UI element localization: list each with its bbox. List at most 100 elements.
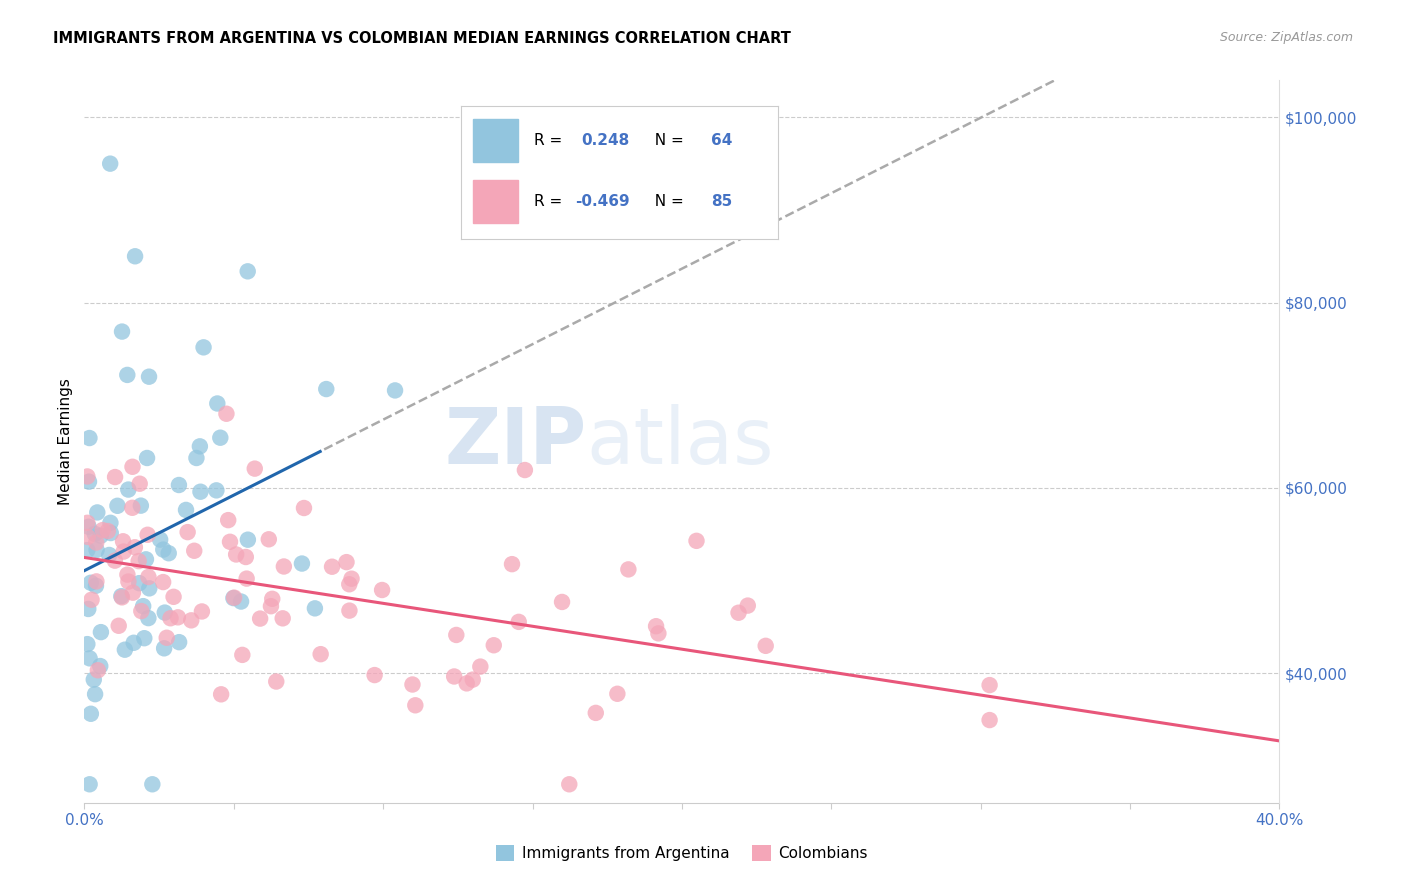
Point xyxy=(183,543,205,558)
Point xyxy=(257,533,280,547)
Point xyxy=(470,659,492,673)
Point xyxy=(77,602,100,616)
Point xyxy=(149,533,172,547)
Point xyxy=(76,543,98,558)
Point xyxy=(124,249,146,263)
Point xyxy=(335,555,357,569)
Point xyxy=(79,651,101,665)
Point xyxy=(128,476,150,491)
Point xyxy=(128,576,150,591)
Point xyxy=(97,524,120,538)
Point xyxy=(176,525,198,540)
Point xyxy=(755,639,778,653)
Point xyxy=(235,549,257,564)
Point xyxy=(77,520,100,534)
Point xyxy=(134,631,156,645)
Point xyxy=(98,548,121,562)
Point xyxy=(186,450,208,465)
Point xyxy=(107,619,129,633)
Point xyxy=(132,599,155,614)
Point xyxy=(138,369,160,384)
Point xyxy=(138,611,160,625)
Point xyxy=(558,777,581,791)
Point xyxy=(236,264,259,278)
Point xyxy=(167,478,190,492)
Point xyxy=(107,499,129,513)
Point xyxy=(112,534,135,549)
Point xyxy=(243,461,266,475)
Point xyxy=(260,599,283,614)
Point xyxy=(136,528,159,542)
Point xyxy=(340,572,363,586)
Point xyxy=(384,384,406,398)
Point xyxy=(76,469,98,483)
Text: Source: ZipAtlas.com: Source: ZipAtlas.com xyxy=(1219,31,1353,45)
Point xyxy=(292,501,315,516)
Point xyxy=(224,591,246,605)
Point xyxy=(167,610,190,624)
Point xyxy=(135,552,157,566)
Point xyxy=(174,503,197,517)
Point xyxy=(193,340,215,354)
Point xyxy=(159,611,181,625)
Legend: Immigrants from Argentina, Colombians: Immigrants from Argentina, Colombians xyxy=(489,839,875,867)
Point xyxy=(309,647,332,661)
Point xyxy=(727,606,749,620)
Point xyxy=(122,636,145,650)
Point xyxy=(117,574,139,589)
Point xyxy=(321,559,343,574)
Point xyxy=(117,483,139,497)
Point xyxy=(513,463,536,477)
Point xyxy=(271,611,294,625)
Point xyxy=(551,595,574,609)
Text: atlas: atlas xyxy=(586,403,773,480)
Point xyxy=(138,570,160,584)
Point xyxy=(979,713,1001,727)
Point xyxy=(167,635,190,649)
Point xyxy=(84,535,107,549)
Point xyxy=(86,574,108,589)
Point xyxy=(231,648,253,662)
Point xyxy=(249,611,271,625)
Text: IMMIGRANTS FROM ARGENTINA VS COLOMBIAN MEDIAN EARNINGS CORRELATION CHART: IMMIGRANTS FROM ARGENTINA VS COLOMBIAN M… xyxy=(53,31,792,46)
Point xyxy=(117,368,139,382)
Point xyxy=(236,533,259,547)
Point xyxy=(371,582,394,597)
Point xyxy=(87,663,110,677)
Point xyxy=(162,590,184,604)
Point xyxy=(207,396,229,410)
Point xyxy=(86,505,108,519)
Point xyxy=(188,439,211,453)
Point xyxy=(128,554,150,568)
Point xyxy=(219,534,242,549)
Point xyxy=(138,582,160,596)
Point xyxy=(209,431,232,445)
Point xyxy=(456,676,478,690)
Text: ZIP: ZIP xyxy=(444,403,586,480)
Point xyxy=(401,677,423,691)
Point xyxy=(363,668,385,682)
Point xyxy=(86,543,108,558)
Point xyxy=(262,591,284,606)
Point xyxy=(76,530,98,544)
Point xyxy=(205,483,228,498)
Point xyxy=(979,678,1001,692)
Point xyxy=(100,526,122,541)
Point xyxy=(117,567,139,582)
Point xyxy=(190,484,212,499)
Y-axis label: Median Earnings: Median Earnings xyxy=(58,378,73,505)
Point xyxy=(153,606,176,620)
Point xyxy=(337,577,360,591)
Point xyxy=(404,698,426,713)
Point xyxy=(79,777,101,791)
Point xyxy=(215,407,238,421)
Point xyxy=(501,557,523,571)
Point xyxy=(98,156,121,170)
Point xyxy=(124,541,146,555)
Point xyxy=(585,706,607,720)
Point xyxy=(291,557,314,571)
Point xyxy=(217,513,239,527)
Point xyxy=(114,642,136,657)
Point xyxy=(225,548,247,562)
Point xyxy=(89,659,111,673)
